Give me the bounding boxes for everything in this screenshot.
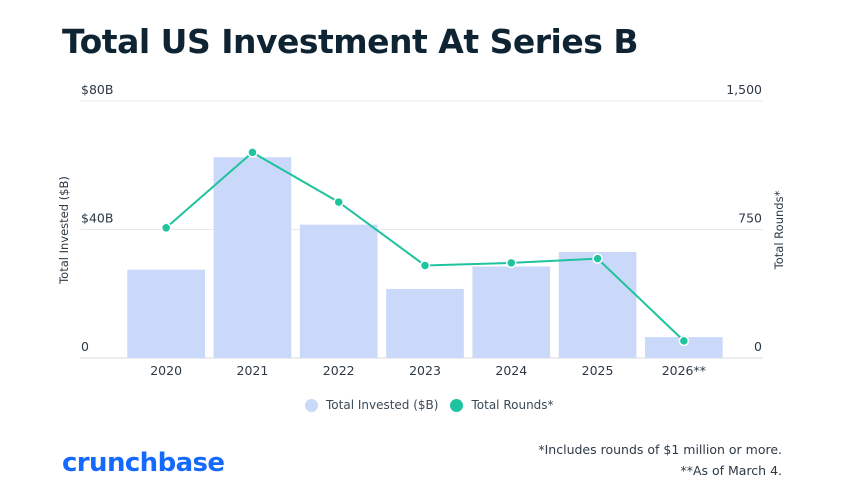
point-2024 [506,257,517,269]
left-tick-label: 0 [81,339,89,354]
right-tick-label: 1,500 [726,82,762,97]
x-tick-label: 2026** [662,363,706,378]
legend-bar-label: Total Invested ($B) [326,398,439,412]
bar-2021 [213,157,292,358]
bar-series [127,157,723,358]
x-tick-label: 2025 [582,363,614,378]
line-swatch-icon [450,398,464,412]
x-tick-label: 2023 [409,363,441,378]
chart-title: Total US Investment At Series B [62,22,639,61]
left-axis-ticks: 0 $40B $80B [81,82,113,354]
left-axis-label: Total Invested ($B) [57,176,71,285]
point-2026 [678,335,690,347]
legend-item-bar: Total Invested ($B) [305,398,438,412]
bar-2020 [127,269,205,358]
right-axis-label: Total Rounds* [772,190,786,270]
point-2022 [333,196,344,208]
x-tick-label: 2024 [495,363,527,378]
footnote-2: **As of March 4. [680,463,782,478]
left-tick-label: $40B [81,211,113,226]
bar-swatch-icon [305,398,318,412]
combo-chart: 2020 2021 2022 2023 2024 2025 2026** 0 $40B $80B… [57,82,786,378]
footnote-1: *Includes rounds of $1 million or more. [538,442,782,457]
right-tick-label: 0 [754,339,762,354]
legend: Total Invested ($B) Total Rounds* [305,398,554,412]
bar-2026 [645,337,723,358]
point-2025 [592,253,603,264]
point-2023 [419,260,431,271]
bar-2022 [299,224,378,358]
bar-2023 [386,288,464,358]
right-tick-label: 750 [738,211,762,226]
x-tick-label: 2022 [323,363,355,378]
left-tick-label: $80B [81,82,113,97]
crunchbase-logo[interactable]: crunchbase [62,448,225,478]
point-2020 [160,222,172,234]
x-tick-label: 2021 [237,363,269,378]
legend-line-label: Total Rounds* [471,398,554,412]
legend-item-line: Total Rounds* [450,398,554,412]
right-axis-ticks: 0 750 1,500 [726,82,762,354]
x-axis-ticks: 2020 2021 2022 2023 2024 2025 2026** [150,363,706,378]
bar-2025 [558,251,637,358]
bar-2024 [472,266,551,358]
x-tick-label: 2020 [150,363,182,378]
point-2021 [247,147,258,158]
line-points [160,147,690,347]
